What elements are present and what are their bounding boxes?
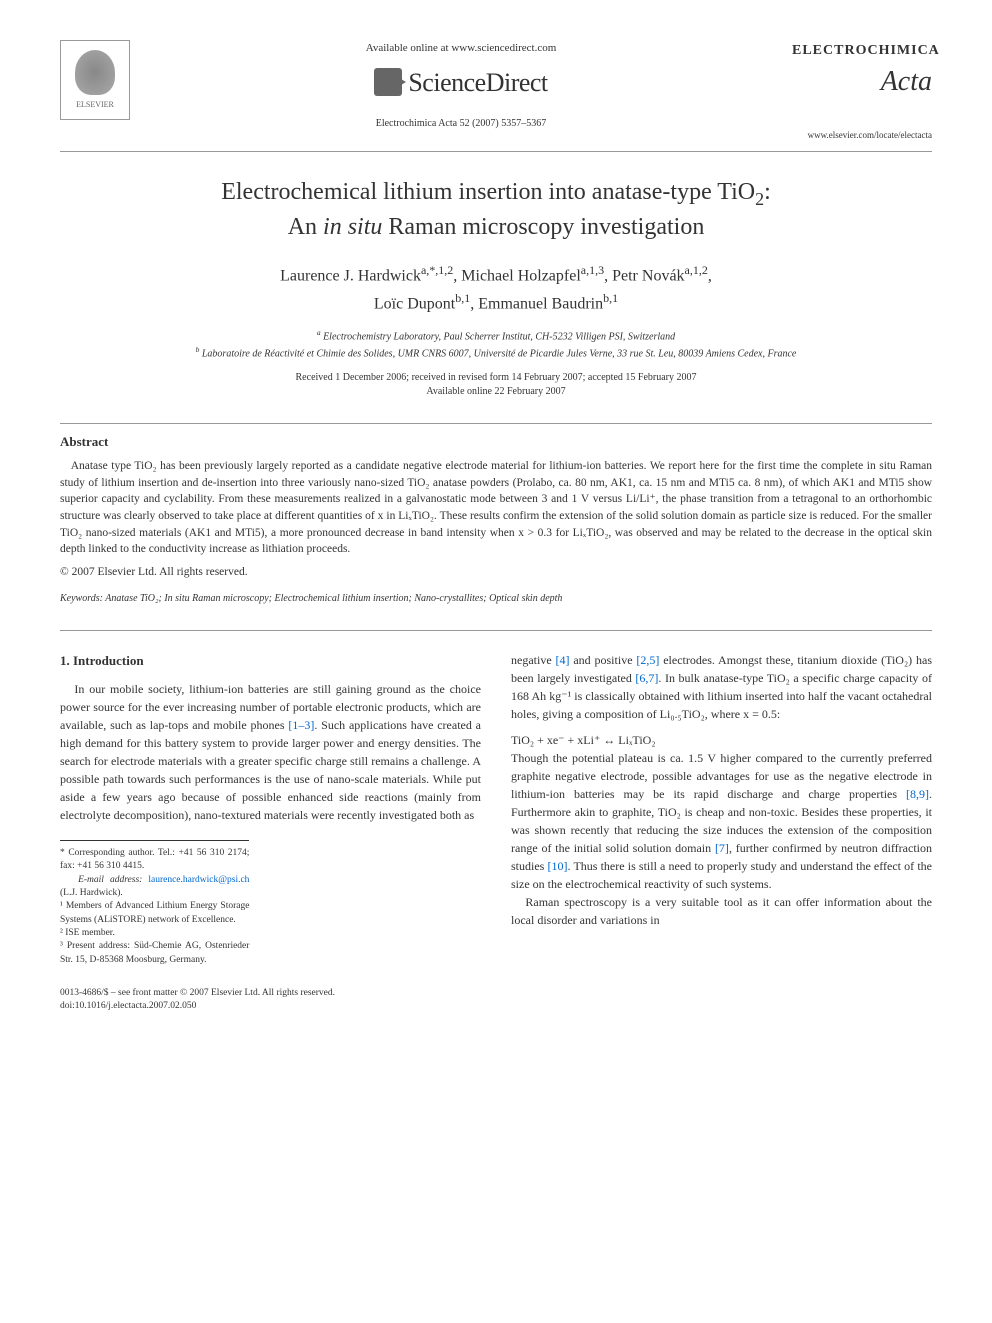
footer-block: 0013-4686/$ – see front matter © 2007 El…	[60, 987, 932, 1014]
keywords-block: Keywords: Anatase TiO₂; In situ Raman mi…	[60, 591, 932, 606]
footnotes-block: * Corresponding author. Tel.: +41 56 310…	[60, 840, 249, 967]
elsevier-logo: ELSEVIER	[60, 40, 130, 120]
intro-paragraph-1: In our mobile society, lithium-ion batte…	[60, 680, 481, 824]
col2-paragraph-3: Raman spectroscopy is a very suitable to…	[511, 893, 932, 929]
footer-line1: 0013-4686/$ – see front matter © 2007 El…	[60, 987, 932, 1000]
corresponding-author: * Corresponding author. Tel.: +41 56 310…	[60, 847, 249, 874]
affiliation-a: Electrochemistry Laboratory, Paul Scherr…	[323, 331, 675, 342]
footer-doi: doi:10.1016/j.electacta.2007.02.050	[60, 1000, 932, 1013]
ref-link-1-3[interactable]: [1–3]	[288, 718, 314, 732]
abstract-copyright: © 2007 Elsevier Ltd. All rights reserved…	[60, 564, 932, 581]
email-line: E-mail address: laurence.hardwick@psi.ch…	[60, 874, 249, 901]
abstract-text: Anatase type TiO₂ has been previously la…	[60, 458, 932, 558]
email-name: (L.J. Hardwick).	[60, 888, 123, 898]
sciencedirect-icon	[374, 68, 402, 96]
author-1: Laurence J. Hardwick	[280, 267, 421, 284]
equation: TiO₂ + xe⁻ + xLi⁺ ↔ LiₓTiO₂	[511, 731, 932, 749]
title-line2-pre: An	[288, 214, 323, 240]
journal-url[interactable]: www.elsevier.com/locate/electacta	[792, 129, 932, 143]
title-line1: Electrochemical lithium insertion into a…	[221, 179, 755, 205]
two-column-body: 1. Introduction In our mobile society, l…	[60, 651, 932, 967]
title-line2-post: Raman microscopy investigation	[382, 214, 704, 240]
col2-paragraph-1: negative [4] and positive [2,5] electrod…	[511, 651, 932, 723]
affiliation-b: Laboratoire de Réactivité et Chimie des …	[202, 348, 797, 359]
header-rule	[60, 151, 932, 152]
available-online-text: Available online at www.sciencedirect.co…	[130, 40, 792, 57]
journal-name: ELECTROCHIMICA	[792, 40, 932, 61]
abstract-top-rule	[60, 423, 932, 424]
title-line1-cont: :	[764, 179, 771, 205]
header-center: Available online at www.sciencedirect.co…	[130, 40, 792, 131]
dates-block: Received 1 December 2006; received in re…	[60, 371, 932, 399]
author-3-sup: a,1,2	[685, 263, 708, 277]
ref-link-6-7[interactable]: [6,7]	[635, 671, 658, 685]
footnote-3: ³ Present address: Süd-Chemie AG, Ostenr…	[60, 940, 249, 967]
ref-link-2-5[interactable]: [2,5]	[636, 653, 659, 667]
sciencedirect-label: ScienceDirect	[408, 63, 547, 102]
ref-link-8-9[interactable]: [8,9]	[906, 787, 929, 801]
received-date: Received 1 December 2006; received in re…	[60, 371, 932, 385]
author-2-sup: a,1,3	[581, 263, 604, 277]
journal-subname: Acta	[792, 61, 932, 103]
header-row: ELSEVIER Available online at www.science…	[60, 40, 932, 143]
footnote-1: ¹ Members of Advanced Lithium Energy Sto…	[60, 900, 249, 927]
keywords-bottom-rule	[60, 630, 932, 631]
ref-link-7[interactable]: [7]	[715, 841, 729, 855]
col2-p2-a: Though the potential plateau is ca. 1.5 …	[511, 751, 932, 801]
keywords-text: Anatase TiO₂; In situ Raman microscopy; …	[105, 593, 562, 604]
ref-link-4[interactable]: [4]	[556, 653, 570, 667]
sciencedirect-logo: ScienceDirect	[374, 63, 547, 102]
col2-paragraph-2: Though the potential plateau is ca. 1.5 …	[511, 749, 932, 893]
affiliations: a Electrochemistry Laboratory, Paul Sche…	[60, 327, 932, 362]
title-sub: 2	[755, 188, 764, 208]
abstract-body: Anatase type TiO₂ has been previously la…	[60, 460, 932, 555]
email-address[interactable]: laurence.hardwick@psi.ch	[148, 875, 249, 885]
intro-p1-b: . Such applications have created a high …	[60, 718, 481, 822]
footnote-2: ² ISE member.	[60, 927, 249, 940]
author-2: Michael Holzapfel	[461, 267, 581, 284]
author-5-sup: b,1	[603, 291, 618, 305]
email-label: E-mail address:	[78, 875, 142, 885]
author-3: Petr Novák	[612, 267, 684, 284]
author-5: Emmanuel Baudrin	[478, 295, 603, 312]
keywords-label: Keywords:	[60, 593, 103, 604]
col2-p2-d: . Thus there is still a need to properly…	[511, 859, 932, 891]
article-title: Electrochemical lithium insertion into a…	[60, 176, 932, 243]
authors-block: Laurence J. Hardwicka,*,1,2, Michael Hol…	[60, 261, 932, 317]
col2-p1-b: and positive	[570, 653, 637, 667]
col2-p1-a: negative	[511, 653, 556, 667]
author-1-sup: a,*,1,2	[421, 263, 453, 277]
author-4: Loïc Dupont	[374, 295, 455, 312]
left-column: 1. Introduction In our mobile society, l…	[60, 651, 481, 967]
abstract-heading: Abstract	[60, 432, 932, 452]
journal-logo: ELECTROCHIMICA Acta www.elsevier.com/loc…	[792, 40, 932, 143]
elsevier-label: ELSEVIER	[76, 99, 114, 111]
elsevier-tree-icon	[75, 50, 115, 95]
online-date: Available online 22 February 2007	[60, 385, 932, 399]
author-4-sup: b,1	[455, 291, 470, 305]
title-line2-em: in situ	[323, 214, 382, 240]
intro-heading: 1. Introduction	[60, 651, 481, 671]
right-column: negative [4] and positive [2,5] electrod…	[511, 651, 932, 967]
ref-link-10[interactable]: [10]	[548, 859, 568, 873]
citation-line: Electrochimica Acta 52 (2007) 5357–5367	[130, 116, 792, 131]
